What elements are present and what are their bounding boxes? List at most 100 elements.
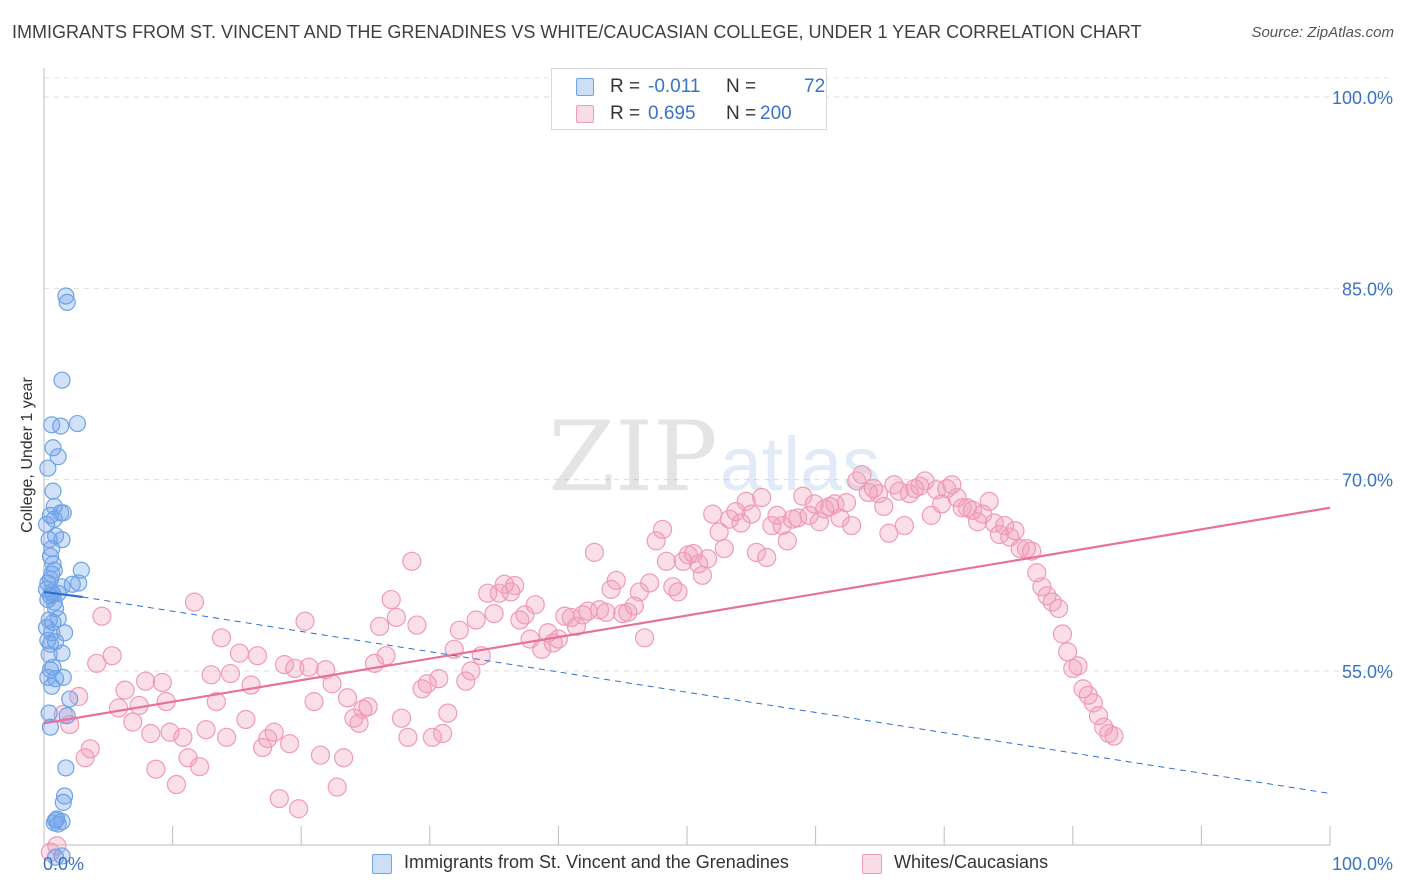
whites-point [438,703,458,723]
r-value: 0.695 [648,103,696,124]
immigrants-point [68,414,87,433]
whites-point [160,722,180,742]
whites-point [80,739,100,759]
axes [43,68,1331,846]
whites-point [381,589,401,610]
whites-point [466,610,486,630]
whites-point [236,709,256,730]
immigrants-point [72,561,90,579]
whites-point [1088,706,1109,726]
whites-point [688,554,709,574]
immigrants-point [37,619,56,637]
whites-point [433,723,453,744]
whites-point [525,595,545,615]
whites-point [1037,586,1057,606]
y-tick-label: 100.0% [1332,88,1393,108]
whites-point [370,616,390,636]
whites-point [334,748,354,768]
whites-point [692,565,713,585]
whites-point [510,610,530,630]
whites-point [75,748,95,768]
whites-point [767,505,787,525]
whites-point [173,727,193,747]
whites-point [407,615,427,635]
whites-point [478,583,498,603]
whites-point [879,523,899,543]
whites-point [884,475,904,495]
r-label: R = [610,76,641,97]
pink-swatch [576,105,594,123]
whites-point [809,512,830,532]
immigrants-point [52,417,70,435]
immigrants-point [54,504,72,522]
whites-point [102,646,122,666]
whites-point [358,697,378,717]
whites-point [196,720,216,740]
whites-point [304,692,324,712]
whites-point [391,708,412,728]
whites-point [697,549,718,569]
whites-point [847,471,867,491]
immigrants-point [53,644,71,662]
x-tick-label: 100.0% [1332,854,1393,874]
whites-point [995,515,1015,536]
whites-point [220,663,241,684]
whites-point [858,482,878,503]
whites-point [815,499,835,519]
whites-point [386,607,406,628]
whites-point [274,655,295,675]
whites-point [852,464,872,485]
immigrants-point [70,574,88,592]
whites-point [166,774,187,795]
y-tick-label: 70.0% [1342,471,1393,491]
whites-point [979,491,999,511]
whites-point [253,737,273,758]
whites-point [842,515,862,536]
whites-point [640,573,660,593]
whites-point [1083,693,1103,713]
legend-swatch-pink [862,854,882,874]
whites-point [108,698,129,718]
whites-point [899,484,920,504]
r-value: -0.011 [648,76,701,97]
immigrants-point [49,448,67,466]
n-value: 200 [760,103,792,124]
immigrants-point [61,690,79,708]
whites-point [269,788,289,809]
immigrants-point [57,759,75,777]
whites-point [449,620,469,640]
whites-point [1032,577,1052,597]
whites-point [863,478,884,499]
whites-point [505,575,525,596]
whites-point [683,544,704,564]
whites-point [787,508,808,528]
whites-point [429,669,449,689]
immigrants-point [53,371,71,389]
immigrants-point [58,293,76,311]
whites-point [772,515,792,536]
whites-point [201,665,221,685]
whites-point [561,607,581,628]
chart-title: IMMIGRANTS FROM ST. VINCENT AND THE GREN… [12,22,1142,42]
legend-label: Whites/Caucasians [894,852,1049,872]
immigrants-trend-line-solid [43,590,83,599]
y-tick-label: 85.0% [1342,279,1393,299]
whites-point [1063,658,1083,679]
gridlines [44,77,1392,672]
whites-point [376,646,396,666]
whites-point [726,501,746,522]
whites-point [184,592,205,612]
whites-point [1104,726,1124,746]
whites-points [40,464,1124,862]
whites-point [417,674,437,694]
whites-point [310,745,331,765]
immigrants-point [39,459,57,477]
whites-point [337,688,358,708]
whites-point [793,486,813,506]
whites-point [322,674,342,694]
whites-point [656,551,677,571]
whites-point [353,699,373,719]
immigrants-point [63,575,81,593]
whites-point [135,671,156,691]
